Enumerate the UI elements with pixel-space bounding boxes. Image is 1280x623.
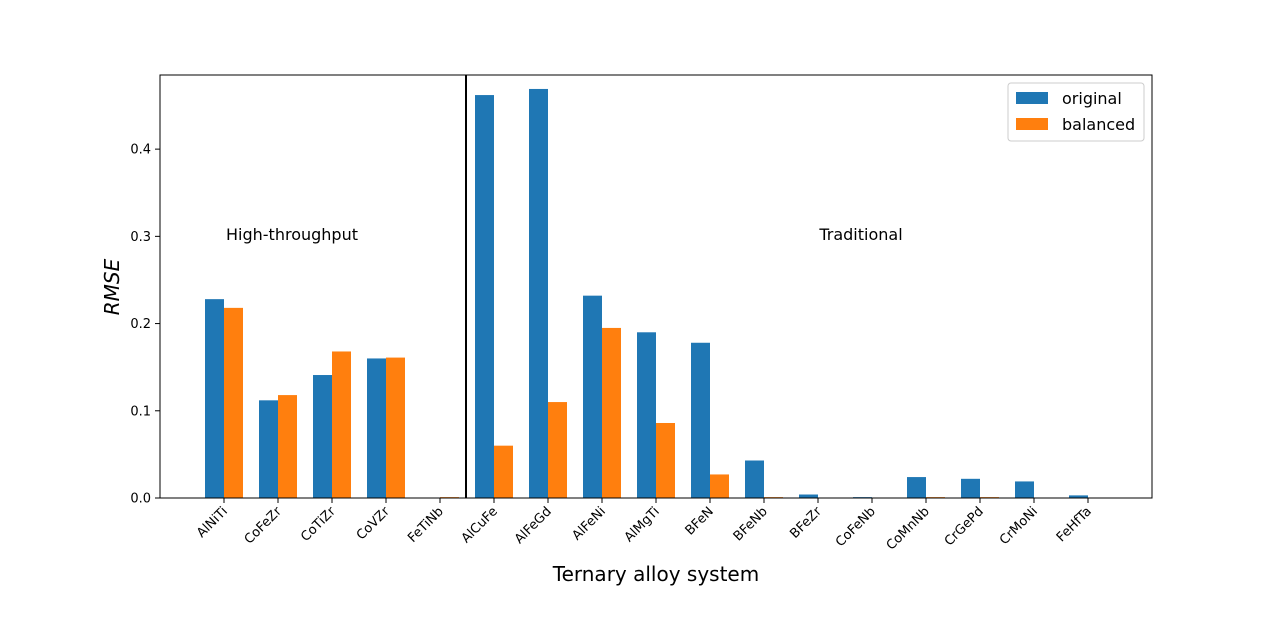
bar-balanced-AlCuFe	[494, 445, 513, 498]
bar-balanced-AlNiTi	[224, 307, 243, 498]
bar-original-BFeN	[691, 342, 710, 498]
x-tick-label-FeHfTa: FeHfTa	[1054, 504, 1095, 545]
y-tick-label: 0.4	[130, 143, 151, 158]
bar-original-CrMoNi	[1015, 481, 1034, 498]
legend-swatch-balanced	[1016, 118, 1048, 130]
bar-balanced-AlFeNi	[602, 327, 621, 498]
x-tick-label-CoMnNb: CoMnNb	[884, 504, 933, 553]
bar-original-AlNiTi	[205, 299, 224, 498]
x-tick-label-CrMoNi: CrMoNi	[997, 504, 1041, 548]
x-axis-label: Ternary alloy system	[552, 562, 759, 586]
x-tick-label-CoFeNb: CoFeNb	[833, 504, 879, 550]
bar-balanced-CoTiZr	[332, 351, 351, 498]
bar-original-CoMnNb	[907, 477, 926, 498]
bar-original-AlFeGd	[529, 88, 548, 498]
legend-label-original: original	[1062, 89, 1122, 108]
bar-balanced-AlFeGd	[548, 402, 567, 498]
bar-balanced-AlMgTi	[656, 422, 675, 498]
bar-original-CoTiZr	[313, 375, 332, 498]
x-tick-label-AlNiTi: AlNiTi	[194, 504, 231, 541]
bar-original-AlMgTi	[637, 332, 656, 498]
legend-label-balanced: balanced	[1062, 115, 1135, 134]
plot-frame	[159, 74, 1153, 499]
y-tick-label: 0.3	[130, 230, 151, 245]
bar-original-CrGePd	[961, 478, 980, 498]
bar-original-CoVZr	[367, 358, 386, 498]
legend-swatch-original	[1016, 92, 1048, 104]
annotation-traditional: Traditional	[818, 225, 902, 244]
bar-original-BFeZr	[799, 494, 818, 498]
bar-balanced-CoVZr	[386, 357, 405, 498]
x-tick-label-FeTiNb: FeTiNb	[405, 504, 447, 546]
bars-layer	[205, 88, 1088, 499]
bar-original-FeHfTa	[1069, 495, 1088, 498]
annotation-high-throughput: High-throughput	[226, 225, 358, 244]
x-tick-label-AlFeNi: AlFeNi	[570, 504, 609, 543]
y-axis-ticks: 0.0 0.1 0.2 0.3 0.4	[130, 143, 160, 507]
x-axis-ticks: AlNiTi CoFeZr CoTiZr CoVZr FeTiNb AlCuFe AlFeG…	[194, 498, 1095, 553]
y-tick-label: 0.1	[130, 404, 151, 419]
x-tick-label-AlMgTi: AlMgTi	[622, 504, 663, 545]
bar-original-AlCuFe	[475, 95, 494, 499]
x-tick-label-CoVZr: CoVZr	[354, 504, 393, 543]
y-tick-label: 0.0	[130, 492, 151, 507]
x-tick-label-AlCuFe: AlCuFe	[459, 504, 501, 546]
bar-balanced-BFeN	[710, 474, 729, 498]
bar-original-AlFeNi	[583, 295, 602, 498]
bar-original-BFeNb	[745, 460, 764, 498]
x-tick-label-CrGePd: CrGePd	[942, 504, 987, 549]
legend: original balanced	[1007, 82, 1145, 142]
x-tick-label-BFeZr: BFeZr	[787, 504, 825, 542]
x-tick-label-BFeNb: BFeNb	[731, 504, 771, 544]
y-axis-label: RMSE	[100, 258, 124, 315]
x-tick-label-BFeN: BFeN	[683, 504, 717, 538]
bar-balanced-CoFeZr	[278, 395, 297, 498]
x-tick-label-CoFeZr: CoFeZr	[242, 504, 286, 548]
bar-original-CoFeZr	[259, 400, 278, 498]
x-tick-label-CoTiZr: CoTiZr	[298, 504, 339, 545]
y-tick-label: 0.2	[130, 317, 151, 332]
x-tick-label-AlFeGd: AlFeGd	[512, 504, 555, 547]
